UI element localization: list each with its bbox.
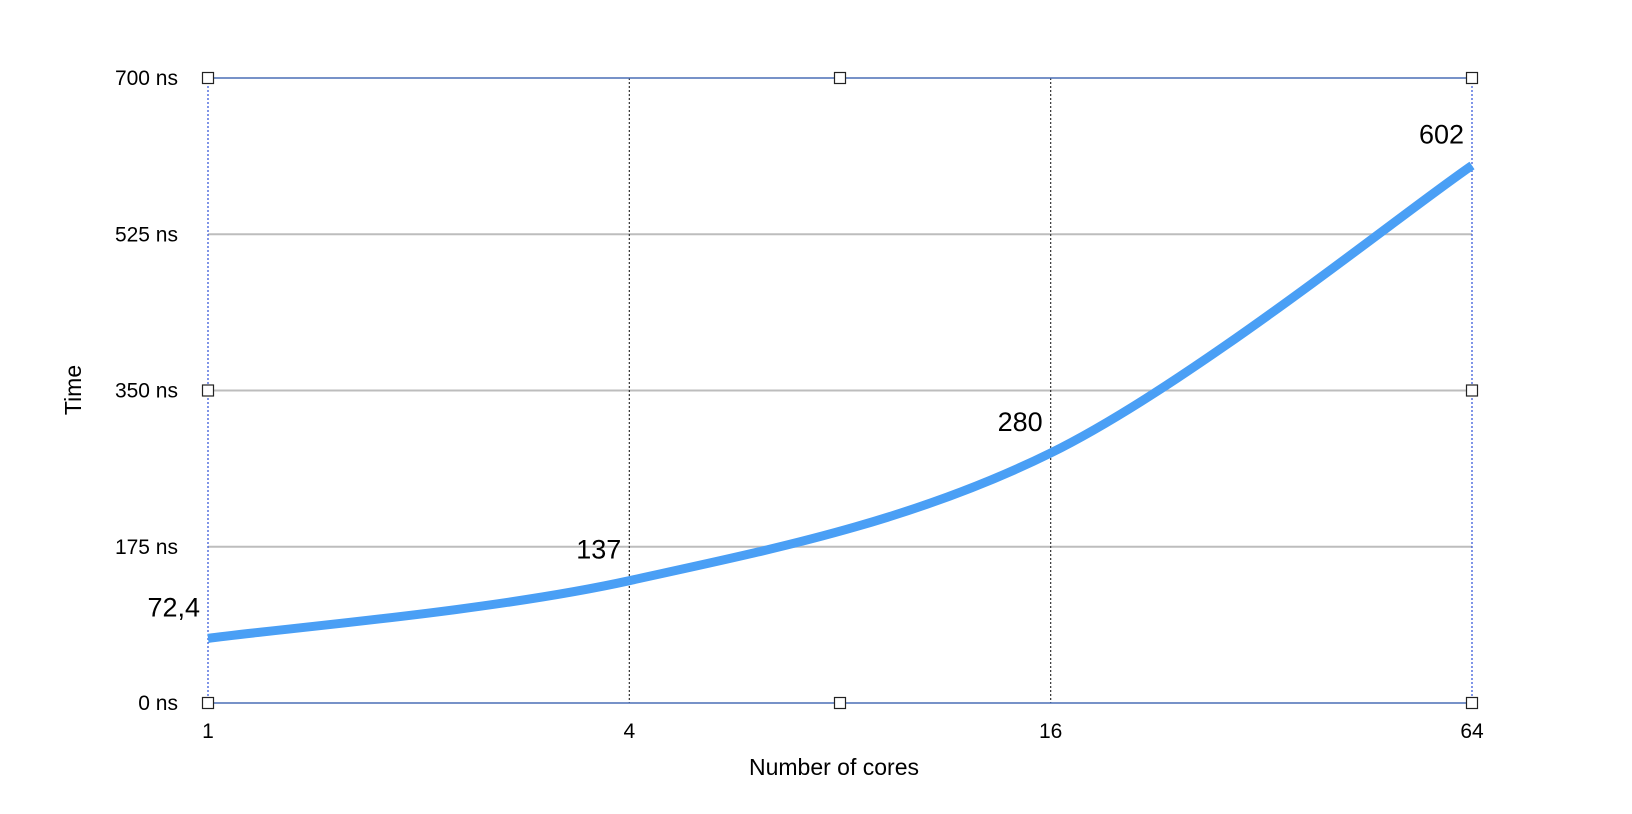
resize-handle[interactable] xyxy=(833,71,847,85)
data-label: 602 xyxy=(1419,120,1464,150)
y-axis-title: Time xyxy=(60,365,86,415)
vertical-gridlines xyxy=(628,78,1052,703)
series-group xyxy=(207,161,1475,643)
resize-handle[interactable] xyxy=(201,384,215,397)
series-line xyxy=(207,161,1475,643)
y-axis-ticks: 0 ns 175 ns 350 ns 525 ns 700 ns xyxy=(115,67,178,715)
x-tick-label: 4 xyxy=(623,720,635,743)
resize-handle[interactable] xyxy=(1465,696,1479,710)
resize-handle[interactable] xyxy=(1465,71,1479,85)
data-label: 72,4 xyxy=(147,592,200,622)
x-tick-label: 64 xyxy=(1460,720,1484,743)
y-tick-label: 175 ns xyxy=(115,536,178,559)
resize-handle[interactable] xyxy=(1465,384,1479,397)
data-label: 280 xyxy=(998,407,1043,437)
selection-handles[interactable] xyxy=(201,71,1479,710)
data-labels: 72,4 137 280 602 xyxy=(147,120,1464,623)
resize-handle[interactable] xyxy=(833,696,847,710)
x-tick-label: 16 xyxy=(1039,720,1062,743)
y-tick-label: 525 ns xyxy=(115,223,178,246)
y-tick-label: 700 ns xyxy=(115,67,178,90)
resize-handle[interactable] xyxy=(201,696,215,710)
x-axis-title: Number of cores xyxy=(749,754,919,780)
resize-handle[interactable] xyxy=(201,71,215,85)
y-tick-label: 350 ns xyxy=(115,380,178,403)
horizontal-gridlines xyxy=(208,233,1472,548)
x-axis-ticks: 1 4 16 64 xyxy=(202,720,1484,743)
data-label: 137 xyxy=(576,535,621,565)
x-tick-label: 1 xyxy=(202,720,214,743)
y-tick-label: 0 ns xyxy=(138,692,178,715)
